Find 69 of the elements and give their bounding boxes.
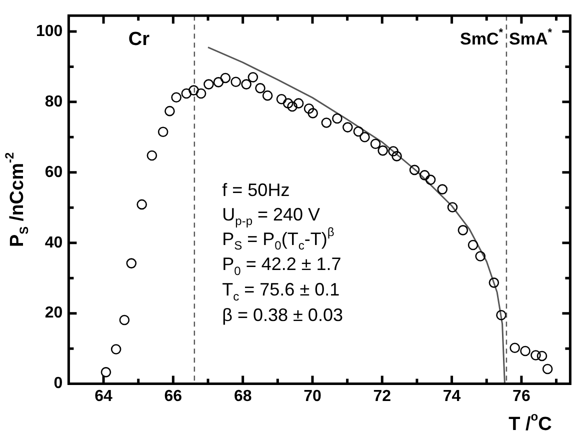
point [332,113,342,124]
point [282,98,294,108]
point [213,77,224,88]
point [437,184,448,194]
point [409,164,420,176]
point [447,202,458,212]
point [475,251,486,262]
x-tick-label: 68 [234,388,252,405]
y-tick-label: 0 [54,375,63,392]
point [392,151,402,162]
point [542,364,553,374]
x-tick-label: 70 [304,388,322,405]
point [196,88,206,99]
x-tick-label: 74 [442,388,461,405]
point [425,174,436,185]
point [496,310,506,320]
point [378,145,388,156]
x-tick-label: 76 [512,388,530,405]
annotation: f = 50Hz [222,180,290,200]
point [164,106,175,116]
point [171,92,182,102]
x-tick-label: 66 [164,388,182,405]
point [136,199,147,210]
y-axis-title: PS /nCcm-2 [2,152,31,248]
point [241,79,252,90]
point [146,150,158,161]
point [181,88,192,99]
point [220,72,231,84]
point [530,350,541,360]
y-tick-label: 80 [44,93,63,110]
point [388,146,398,156]
point [304,103,314,114]
point [276,94,287,104]
point [287,101,298,112]
point [360,132,370,142]
point [353,126,364,137]
y-tick-label: 40 [44,234,63,252]
point [248,72,258,82]
point [468,240,478,250]
point [488,278,500,288]
y-tick-label: 60 [44,164,63,181]
point [126,258,137,268]
annotation: SmA* [509,27,553,49]
point [293,98,304,108]
point [342,122,353,132]
point [510,342,520,354]
point [458,225,468,236]
annotation: SmC* [460,27,504,49]
point [230,76,242,87]
point [536,350,548,362]
point [321,118,332,128]
point [204,79,214,90]
point [119,314,130,326]
y-tick-label: 20 [44,304,63,322]
point [110,344,122,354]
point [419,170,430,180]
x-tick-label: 72 [373,388,392,405]
point [158,126,168,138]
point [255,83,266,94]
annotation: Cr [128,29,150,50]
x-tick-label: 64 [94,388,113,405]
point [370,138,381,150]
point [520,346,530,356]
point [308,108,318,118]
point [188,85,199,96]
point [100,367,112,378]
y-tick-label: 100 [36,22,63,40]
point [262,90,273,101]
annotation: β = 0.38 ± 0.03 [222,305,343,326]
